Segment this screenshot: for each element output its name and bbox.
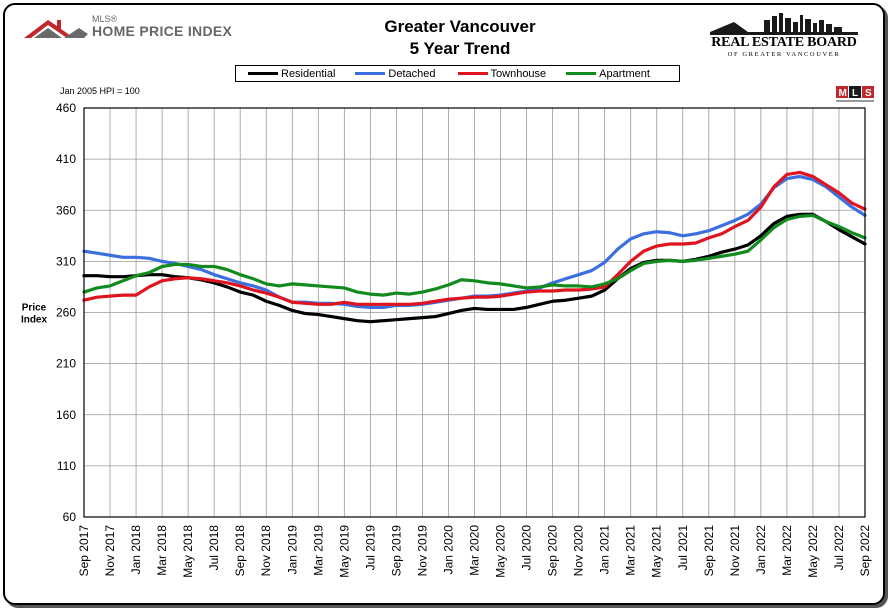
skyline-logo	[710, 13, 858, 35]
x-axis-ticks: Sep 2017 Nov 2017 Jan 2018 Mar 2018 May 2018…	[77, 525, 872, 578]
legend-swatch-apartment	[566, 72, 597, 75]
mls-badge-icon: M L S	[836, 86, 874, 102]
legend-swatch-detached	[355, 72, 386, 75]
hpi-base-note: Jan 2005 HPI = 100	[60, 86, 140, 96]
house-roof-icon	[24, 20, 74, 38]
x-tick-label: Jul 2022	[832, 525, 846, 571]
x-tick-label: Mar 2020	[468, 525, 482, 576]
chart-frame	[3, 3, 885, 605]
x-tick-label: Nov 2021	[728, 525, 742, 577]
x-tick-label: May 2019	[337, 525, 351, 578]
svg-text:S: S	[865, 88, 872, 99]
series-line-apartment	[82, 213, 867, 297]
legend-label-apartment: Apartment	[599, 67, 650, 80]
y-tick-label: 310	[56, 254, 76, 268]
x-tick-label: Sep 2017	[77, 525, 91, 577]
x-tick-label: Mar 2018	[155, 525, 169, 576]
x-tick-label: Sep 2020	[546, 525, 560, 577]
plot-area-border	[83, 107, 866, 518]
x-tick-label: Mar 2021	[624, 525, 638, 576]
y-tick-label: 160	[56, 408, 76, 422]
board-subtitle: OF GREATER VANCOUVER	[727, 51, 841, 58]
legend-label-residential: Residential	[281, 67, 336, 80]
y-tick-label: 260	[56, 306, 76, 320]
y-tick-label: 110	[57, 459, 76, 473]
x-tick-label: Nov 2018	[259, 525, 273, 577]
x-tick-label: Jan 2019	[285, 525, 299, 575]
svg-text:L: L	[852, 88, 858, 99]
home-price-index-logo	[24, 20, 88, 38]
x-tick-label: Jul 2021	[676, 525, 690, 571]
skyline-icon	[710, 13, 858, 35]
x-tick-label: Jul 2020	[520, 525, 534, 571]
svg-text:M: M	[839, 88, 847, 99]
y-axis-label-line-2: Index	[21, 315, 48, 326]
x-tick-label: Jan 2022	[754, 525, 768, 575]
y-tick-label: 460	[56, 101, 76, 115]
legend-item-detached: Detached	[355, 67, 436, 80]
x-tick-label: May 2018	[181, 525, 195, 578]
y-axis-label: Price	[22, 303, 47, 314]
house-body-icon	[34, 28, 62, 38]
legend-swatch-townhouse	[457, 72, 488, 75]
y-tick-label: 410	[56, 152, 76, 166]
y-tick-label: 210	[56, 357, 76, 371]
y-tick-label: 60	[63, 510, 77, 524]
chart-title: Greater Vancouver 5 Year Trend	[300, 16, 620, 60]
house-small-roof-icon	[64, 28, 88, 38]
legend-swatch-residential	[248, 72, 278, 75]
legend-label-detached: Detached	[388, 67, 436, 80]
legend-item-apartment: Apartment	[566, 68, 650, 80]
chart-grid	[83, 107, 866, 518]
x-tick-label: Mar 2022	[780, 525, 794, 576]
mls-label: MLS®	[92, 14, 118, 24]
title-line-2: 5 Year Trend	[409, 39, 511, 58]
legend-label-townhouse: Townhouse	[490, 67, 547, 80]
x-tick-label: Jul 2019	[363, 525, 377, 571]
x-tick-label: Jan 2021	[598, 525, 612, 575]
x-tick-label: May 2022	[806, 525, 820, 578]
legend-item-townhouse: Townhouse	[457, 67, 547, 80]
series-lines	[82, 170, 867, 324]
series-line-residential	[82, 212, 867, 324]
x-tick-label: May 2021	[650, 525, 664, 578]
brand-name: HOME PRICE INDEX	[92, 23, 233, 39]
x-tick-label: Jul 2018	[207, 525, 221, 571]
x-tick-label: Jan 2020	[441, 525, 455, 575]
x-tick-label: Nov 2017	[103, 525, 117, 577]
y-tick-label: 360	[56, 203, 76, 217]
x-tick-label: Jan 2018	[129, 525, 143, 575]
legend: Residential Detached Townhouse Apartment	[235, 65, 680, 82]
board-name: REAL ESTATE BOARD	[711, 35, 857, 50]
y-axis-ticks: 60 110 160 210 260 310 360 410 460	[56, 101, 76, 524]
x-tick-label: Sep 2019	[389, 525, 403, 577]
series-line-townhouse	[82, 170, 867, 306]
legend-item-residential: Residential	[248, 68, 335, 80]
x-tick-label: Nov 2019	[415, 525, 429, 577]
x-tick-label: Nov 2020	[572, 525, 586, 577]
x-tick-label: May 2020	[494, 525, 508, 578]
title-line-1: Greater Vancouver	[384, 17, 536, 36]
x-tick-label: Sep 2018	[233, 525, 247, 577]
x-tick-label: Sep 2022	[858, 525, 872, 577]
x-tick-label: Mar 2019	[311, 525, 325, 576]
x-tick-label: Sep 2021	[702, 525, 716, 577]
